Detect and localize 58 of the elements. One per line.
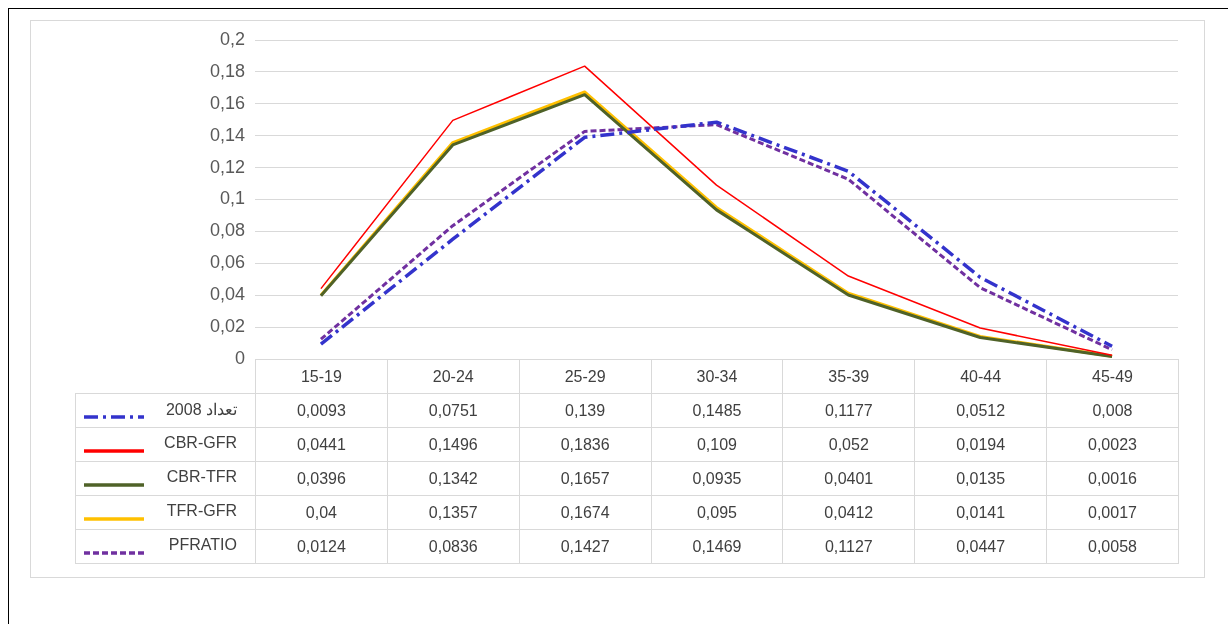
data-label: 0,1427: [519, 529, 652, 564]
x-tick-label: 45-49: [1046, 359, 1179, 394]
x-tick-label: 15-19: [255, 359, 388, 394]
data-label: 0,0401: [782, 461, 915, 496]
y-tick-label: 0,06: [209, 252, 245, 273]
data-label: 0,008: [1046, 393, 1179, 428]
y-tick-label: 0: [234, 347, 245, 368]
x-tick-label: 30-34: [651, 359, 783, 394]
data-label: 0,095: [651, 495, 783, 530]
y-tick-label: 0,1: [219, 188, 245, 209]
data-label: 0,0023: [1046, 427, 1179, 462]
y-tick-label: 0,08: [209, 220, 245, 241]
data-label: 0,052: [782, 427, 915, 462]
y-tick-label: 0,14: [209, 124, 245, 145]
data-label: 0,0135: [914, 461, 1047, 496]
data-label: 0,0017: [1046, 495, 1179, 530]
data-label: 0,0194: [914, 427, 1047, 462]
data-label: 0,0093: [255, 393, 388, 428]
data-label: 0,139: [519, 393, 652, 428]
data-label: 0,109: [651, 427, 783, 462]
data-label: 0,1469: [651, 529, 783, 564]
legend-label: TFR-GFR: [166, 501, 237, 519]
data-label: 0,1127: [782, 529, 915, 564]
x-tick-label: 20-24: [387, 359, 520, 394]
y-tick-label: 0,04: [209, 284, 245, 305]
data-label: 0,1485: [651, 393, 783, 428]
y-tick-label: 0,2: [219, 28, 245, 49]
data-label: 0,0016: [1046, 461, 1179, 496]
data-label: 0,0441: [255, 427, 388, 462]
data-label: 0,0512: [914, 393, 1047, 428]
data-label: 0,1657: [519, 461, 652, 496]
legend-label: CBR-TFR: [166, 467, 237, 485]
x-tick-label: 35-39: [782, 359, 915, 394]
data-label: 0,1357: [387, 495, 520, 530]
legend-label: PFRATIO: [168, 535, 237, 553]
legend-label: CBR-GFR: [164, 433, 237, 451]
data-label: 0,0412: [782, 495, 915, 530]
data-label: 0,04: [255, 495, 388, 530]
y-tick-label: 0,16: [209, 92, 245, 113]
data-label: 0,0141: [914, 495, 1047, 530]
data-label: 0,1496: [387, 427, 520, 462]
data-label: 0,0396: [255, 461, 388, 496]
data-label: 0,1177: [782, 393, 915, 428]
data-label: 0,1342: [387, 461, 520, 496]
x-tick-label: 25-29: [519, 359, 652, 394]
y-tick-label: 0,12: [209, 156, 245, 177]
data-label: 0,0935: [651, 461, 783, 496]
data-label: 0,0124: [255, 529, 388, 564]
data-label: 0,0836: [387, 529, 520, 564]
data-label: 0,1836: [519, 427, 652, 462]
data-label: 0,0058: [1046, 529, 1179, 564]
data-label: 0,0447: [914, 529, 1047, 564]
y-tick-label: 0,18: [209, 60, 245, 81]
data-label: 0,1674: [519, 495, 652, 530]
x-tick-label: 40-44: [914, 359, 1047, 394]
data-label: 0,0751: [387, 393, 520, 428]
y-tick-label: 0,02: [209, 316, 245, 337]
legend-label: تعداد 2008: [165, 400, 237, 418]
